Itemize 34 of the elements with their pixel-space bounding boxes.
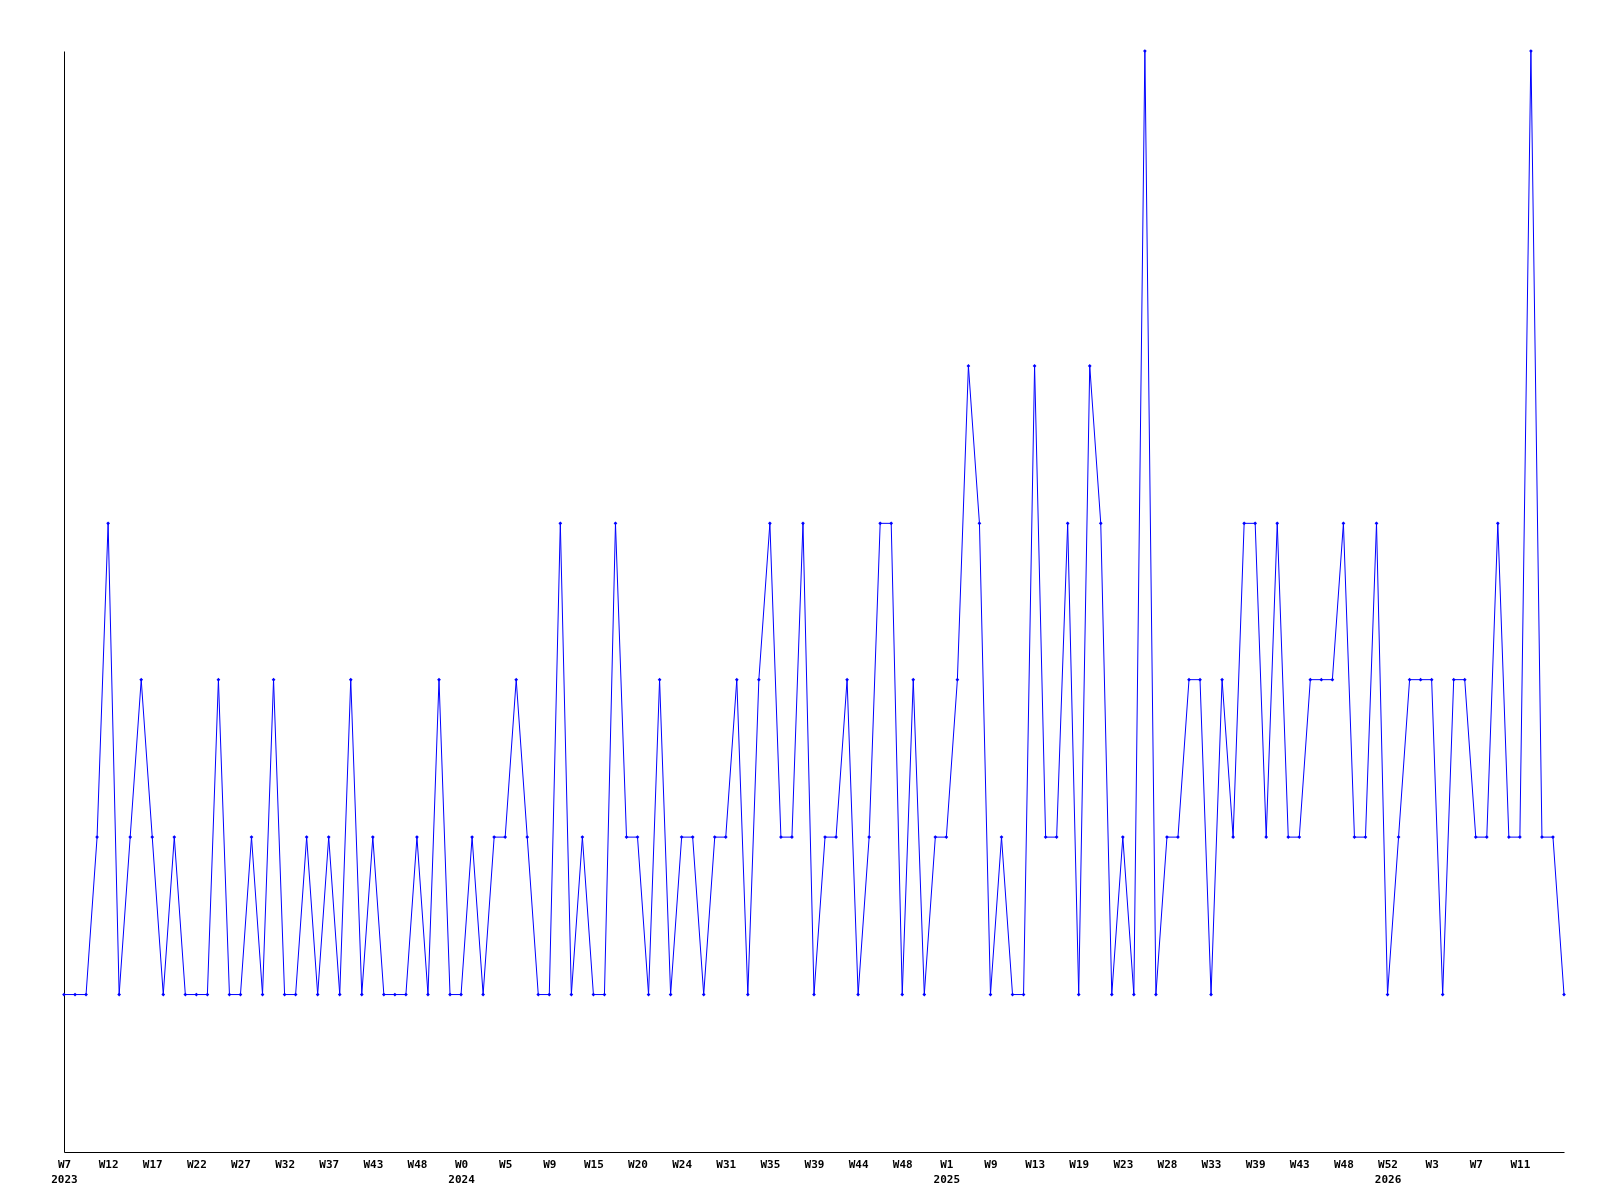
x-tick-label: W43	[1289, 1157, 1310, 1171]
x-tick-label: W20	[628, 1157, 648, 1171]
x-tick-label: W48	[1333, 1157, 1354, 1171]
x-tick-label: W1 2025	[933, 1157, 961, 1186]
x-tick-label: W43	[363, 1157, 384, 1171]
x-tick-label: W15	[583, 1157, 604, 1171]
x-tick-label: W44	[848, 1157, 869, 1171]
x-tick-label: W31	[716, 1157, 737, 1171]
x-tick-label: W5	[499, 1157, 513, 1171]
x-tick-label: W32	[275, 1157, 296, 1171]
x-tick-label: W7	[1469, 1157, 1483, 1171]
x-tick-label: W35	[760, 1157, 781, 1171]
x-tick-label: W48	[407, 1157, 428, 1171]
x-tick-label: W17	[142, 1157, 163, 1171]
x-tick-label: W37	[319, 1157, 340, 1171]
x-tick-label: W28	[1157, 1157, 1178, 1171]
x-tick-label: W12	[98, 1157, 119, 1171]
x-tick-label: W13	[1025, 1157, 1046, 1171]
x-tick-label: W0 2024	[448, 1157, 476, 1186]
x-tick-label: W23	[1113, 1157, 1134, 1171]
x-tick-label: W27	[231, 1157, 251, 1171]
x-tick-label: W39	[1245, 1157, 1266, 1171]
x-tick-label: W7 2023	[51, 1157, 78, 1186]
x-tick-label: W11	[1510, 1157, 1531, 1171]
x-tick-label: W33	[1201, 1157, 1222, 1171]
x-tick-label: W48	[892, 1157, 913, 1171]
x-tick-label: W22	[186, 1157, 207, 1171]
x-tick-label: W19	[1069, 1157, 1090, 1171]
x-tick-label: W52 2026	[1374, 1157, 1402, 1186]
x-tick-label: W9	[543, 1157, 557, 1171]
x-tick-label: W39	[804, 1157, 825, 1171]
x-tick-label: W3	[1425, 1157, 1439, 1171]
x-tick-label: W9	[984, 1157, 998, 1171]
x-tick-label: W24	[672, 1157, 693, 1171]
